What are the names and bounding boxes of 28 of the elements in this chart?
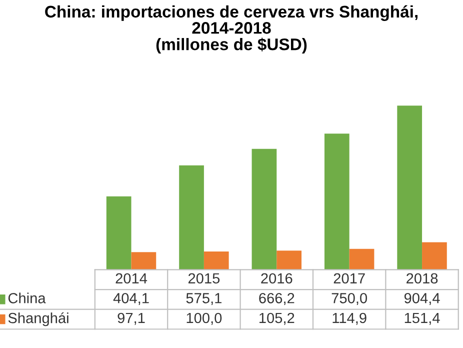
data-label: 151,4 [404,312,440,325]
bar [131,252,156,270]
data-label: 666,2 [259,293,294,306]
bar [252,148,277,270]
data-label: 114,9 [332,312,366,325]
data-label: 750,0 [332,293,368,306]
x-tick-label: 2016 [261,273,292,284]
x-tick-label: 2018 [406,273,438,284]
data-label: 404,1 [113,293,149,306]
data-label: 105,2 [260,312,294,325]
data-label: 100,0 [186,312,222,325]
bar [276,250,302,270]
x-tick-label: 2017 [334,273,365,284]
data-label: 575,1 [186,293,222,306]
bar [349,248,374,270]
legend-label: China [8,292,46,304]
data-label: 904,4 [404,293,440,306]
legend-label: Shanghái [8,312,68,326]
bar [397,106,422,270]
bar [422,242,447,270]
x-tick-label: 2015 [188,273,220,284]
bar [179,165,204,270]
chart-title: China: importaciones de cerveza vrs Shanghái, 2014-2018 (millones de $USD) [45,5,418,54]
data-label: 97,1 [118,312,145,325]
bar [324,134,350,270]
bar [204,252,229,270]
bar [106,196,132,270]
x-tick-label: 2014 [116,273,148,284]
